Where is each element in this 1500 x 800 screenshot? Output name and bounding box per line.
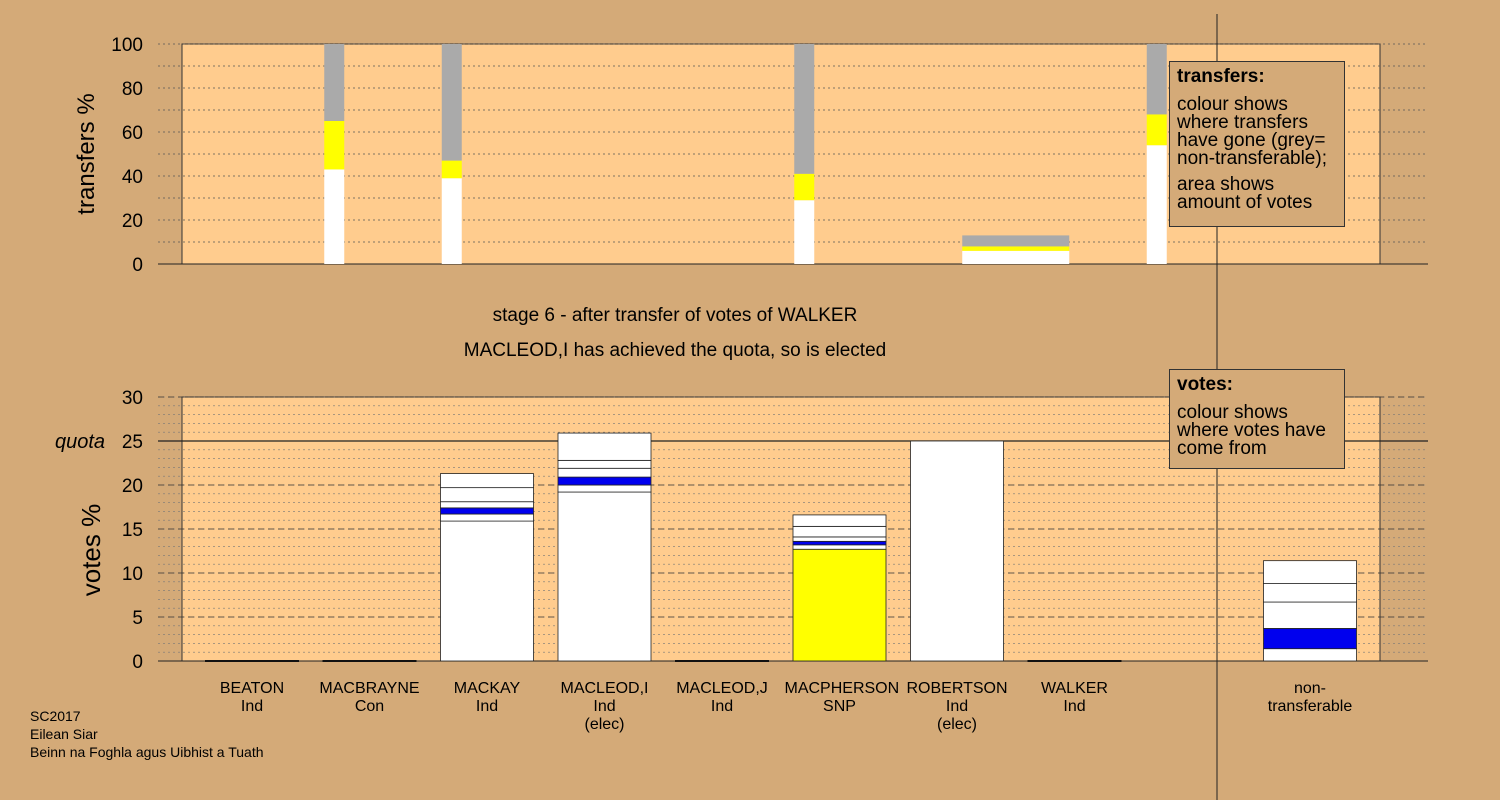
- transfers-legend: transfers: colour shows where transfers …: [1169, 61, 1345, 227]
- transfer-bar-segment: [1146, 114, 1167, 146]
- transfer-bar-segment: [324, 169, 345, 264]
- transfer-bar-segment: [794, 200, 815, 264]
- vote-bar-segment: [910, 440, 1004, 662]
- nontransferable-bar-segment: [1263, 560, 1357, 584]
- candidate-status: (elec): [936, 716, 977, 733]
- vote-bar-segment: [440, 487, 534, 503]
- votes-legend-title: votes:: [1177, 374, 1233, 395]
- candidate-party: Con: [354, 698, 385, 715]
- vote-bar-segment: [440, 473, 534, 489]
- transfer-bar-segment: [1146, 44, 1167, 115]
- candidate-party: Ind: [593, 698, 616, 715]
- votes-y-tick-label: 20: [122, 476, 143, 497]
- vote-bar-segment: [557, 476, 652, 486]
- transfers-y-tick-label: 60: [122, 123, 143, 144]
- transfer-bar-segment: [324, 121, 345, 170]
- transfer-bar-segment: [794, 173, 815, 201]
- votes-y-tick-label: 30: [122, 388, 143, 409]
- transfer-bar-segment: [441, 178, 462, 264]
- transfers-y-axis-label: transfers %: [73, 93, 100, 214]
- vote-bar-segment: [557, 484, 652, 493]
- nontransferable-bar-segment: [1263, 583, 1357, 603]
- candidate-party: SNP: [823, 698, 856, 715]
- stage-caption: stage 6 - after transfer of votes of WAL…: [492, 305, 858, 326]
- votes-y-axis-label: votes %: [76, 504, 106, 597]
- candidate-label: MACKAY Ind: [432, 680, 542, 716]
- transfers-legend-line2: area shows amount of votes: [1177, 174, 1313, 213]
- vote-bar-segment: [792, 514, 887, 527]
- vote-bar-segment: [440, 520, 534, 662]
- candidate-party: Ind: [710, 698, 734, 715]
- footer: SC2017 Eilean Siar Beinn na Foghla agus …: [30, 707, 264, 761]
- vote-bar-segment: [440, 507, 534, 515]
- transfers-legend-title: transfers:: [1177, 66, 1265, 87]
- candidate-label: MACLEOD,J Ind: [667, 680, 777, 716]
- nontransferable-bar-segment: [1263, 628, 1357, 650]
- transfers-y-tick-label: 100: [111, 35, 143, 56]
- transfer-bar-segment: [324, 44, 345, 121]
- votes-y-tick-label: 15: [122, 520, 143, 541]
- vote-bar-segment: [557, 459, 652, 469]
- vote-bar-segment: [557, 467, 652, 478]
- transfers-y-tick-label: 40: [122, 167, 143, 188]
- footer-council: Eilean Siar: [30, 726, 98, 742]
- nontransferable-label-line1: non-: [1293, 680, 1327, 697]
- vote-bar-segment: [440, 513, 534, 522]
- vote-bar-segment: [792, 544, 887, 550]
- transfer-bar-segment: [962, 250, 1070, 264]
- candidate-name: MACPHERSON: [784, 680, 900, 697]
- candidate-name: BEATON: [219, 680, 285, 697]
- candidate-party: Ind: [475, 698, 499, 715]
- candidate-label: MACPHERSON SNP: [784, 680, 900, 716]
- vote-bar-segment: [792, 548, 887, 662]
- transfers-y-tick-label: 0: [132, 255, 143, 276]
- candidate-party: Ind: [1063, 698, 1086, 715]
- votes-legend-line1: colour shows where votes have come from: [1177, 402, 1326, 459]
- candidate-party: Ind: [240, 698, 264, 715]
- transfers-y-tick-label: 80: [122, 79, 143, 100]
- candidate-label: BEATON Ind: [197, 680, 307, 716]
- candidate-name: MACLEOD,I: [560, 680, 649, 697]
- elected-caption: MACLEOD,I has achieved the quota, so is …: [463, 340, 887, 361]
- transfer-bar-segment: [794, 44, 815, 174]
- transfer-bar-segment: [962, 246, 1070, 251]
- candidate-name: ROBERTSON: [906, 680, 1008, 697]
- nontransferable-label: non-transferable: [1255, 680, 1365, 716]
- vote-bar-segment: [557, 491, 652, 662]
- candidate-label: ROBERTSON Ind (elec): [902, 680, 1012, 734]
- candidate-name: MACKAY: [453, 680, 521, 697]
- transfer-bar-segment: [441, 160, 462, 179]
- nontransferable-bar-segment: [1263, 601, 1357, 629]
- transfers-y-tick-label: 20: [122, 211, 143, 232]
- vote-bar-segment: [792, 536, 887, 542]
- candidate-party: Ind: [945, 698, 969, 715]
- quota-label: quota: [55, 431, 105, 453]
- vote-bar-segment: [440, 501, 534, 509]
- vote-bar-segment: [792, 525, 887, 538]
- vote-bar-segment: [792, 540, 887, 546]
- votes-legend: votes: colour shows where votes have com…: [1169, 369, 1345, 469]
- candidate-label: MACBRAYNE Con: [315, 680, 425, 716]
- transfer-bar-segment: [1146, 145, 1167, 264]
- candidate-label: WALKER Ind: [1020, 680, 1130, 716]
- votes-y-tick-label: 25: [122, 432, 143, 453]
- candidate-status: (elec): [584, 716, 625, 733]
- transfer-bar-segment: [441, 44, 462, 161]
- footer-ward: Beinn na Foghla agus Uibhist a Tuath: [30, 744, 264, 760]
- candidate-name: WALKER: [1041, 680, 1108, 697]
- candidate-name: MACBRAYNE: [319, 680, 420, 697]
- candidate-label: MACLEOD,I Ind (elec): [550, 680, 660, 734]
- vote-bar-segment: [557, 432, 652, 461]
- nontransferable-bar-segment: [1263, 648, 1357, 662]
- footer-election: SC2017: [30, 708, 81, 724]
- candidate-name: MACLEOD,J: [676, 680, 768, 697]
- votes-y-tick-label: 5: [132, 608, 143, 629]
- votes-y-tick-label: 10: [122, 564, 143, 585]
- votes-y-tick-label: 0: [132, 652, 143, 673]
- transfers-legend-line1: colour shows where transfers have gone (…: [1177, 94, 1327, 169]
- transfer-bar-segment: [962, 235, 1070, 247]
- nontransferable-label-line2: transferable: [1267, 698, 1353, 715]
